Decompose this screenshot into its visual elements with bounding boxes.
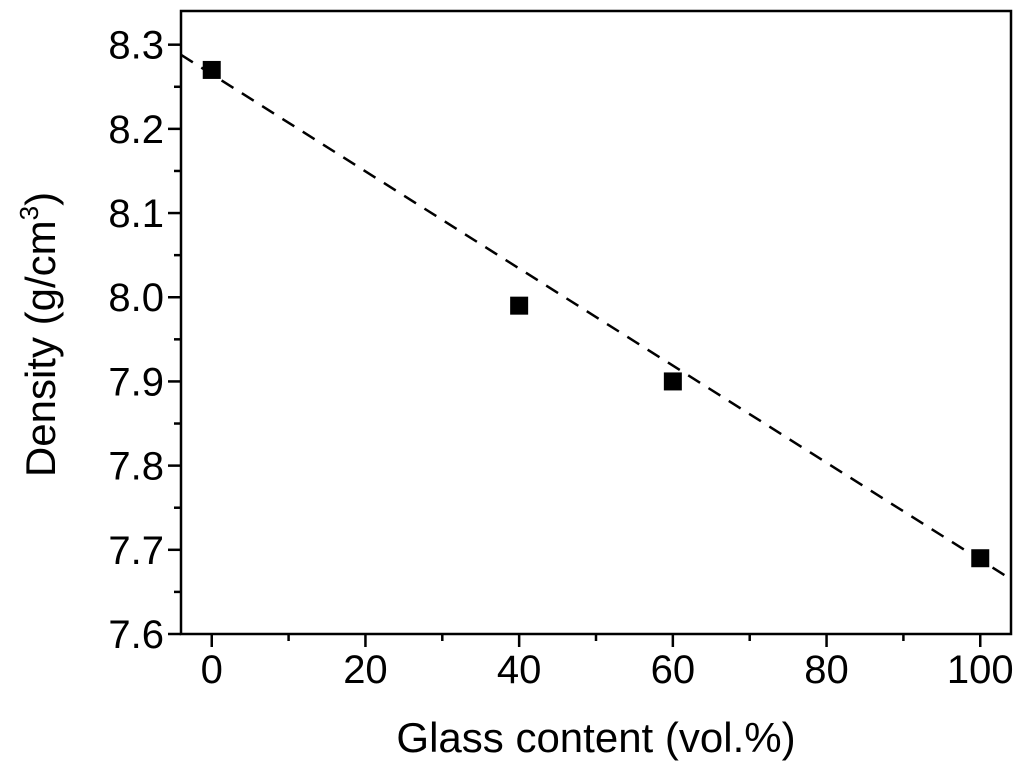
plot-frame [179,9,1013,636]
y-tick-label: 7.6 [108,613,164,657]
y-axis-title-main: Density (g/cm [17,220,64,477]
marker-layer [202,60,990,568]
y-tick-label: 7.8 [108,445,164,489]
x-tick-label: 40 [497,648,542,692]
y-axis-title-close: ) [17,192,64,206]
x-axis-title: Glass content (vol.%) [396,714,795,761]
x-tick-label: 0 [201,648,223,692]
y-tick-label: 8.3 [108,24,164,68]
x-tick-label: 100 [947,648,1014,692]
tick-layer [168,43,982,647]
y-tick-label: 8.2 [108,108,164,152]
data-point-square [510,296,529,315]
data-point-square [202,60,221,79]
y-tick-label: 7.7 [108,529,164,573]
linear-fit-line [180,53,1012,581]
data-point-square [663,372,682,391]
data-point-square [971,549,990,568]
y-axis-title-superscript: 3 [14,206,44,220]
y-tick-label: 8.0 [108,276,164,320]
y-tick-label: 8.1 [108,192,164,236]
x-tick-label: 60 [651,648,696,692]
tick-label-layer: 0 20 40 60 80 100 7.6 7.7 7.8 7.9 8.0 8.1 8.2 8.3 [108,24,1013,692]
x-tick-label: 80 [804,648,849,692]
x-tick-label: 20 [343,648,388,692]
y-axis-title: Density (g/cm3) [14,192,64,477]
y-tick-label: 7.9 [108,360,164,404]
fit-line-layer [180,53,1012,581]
